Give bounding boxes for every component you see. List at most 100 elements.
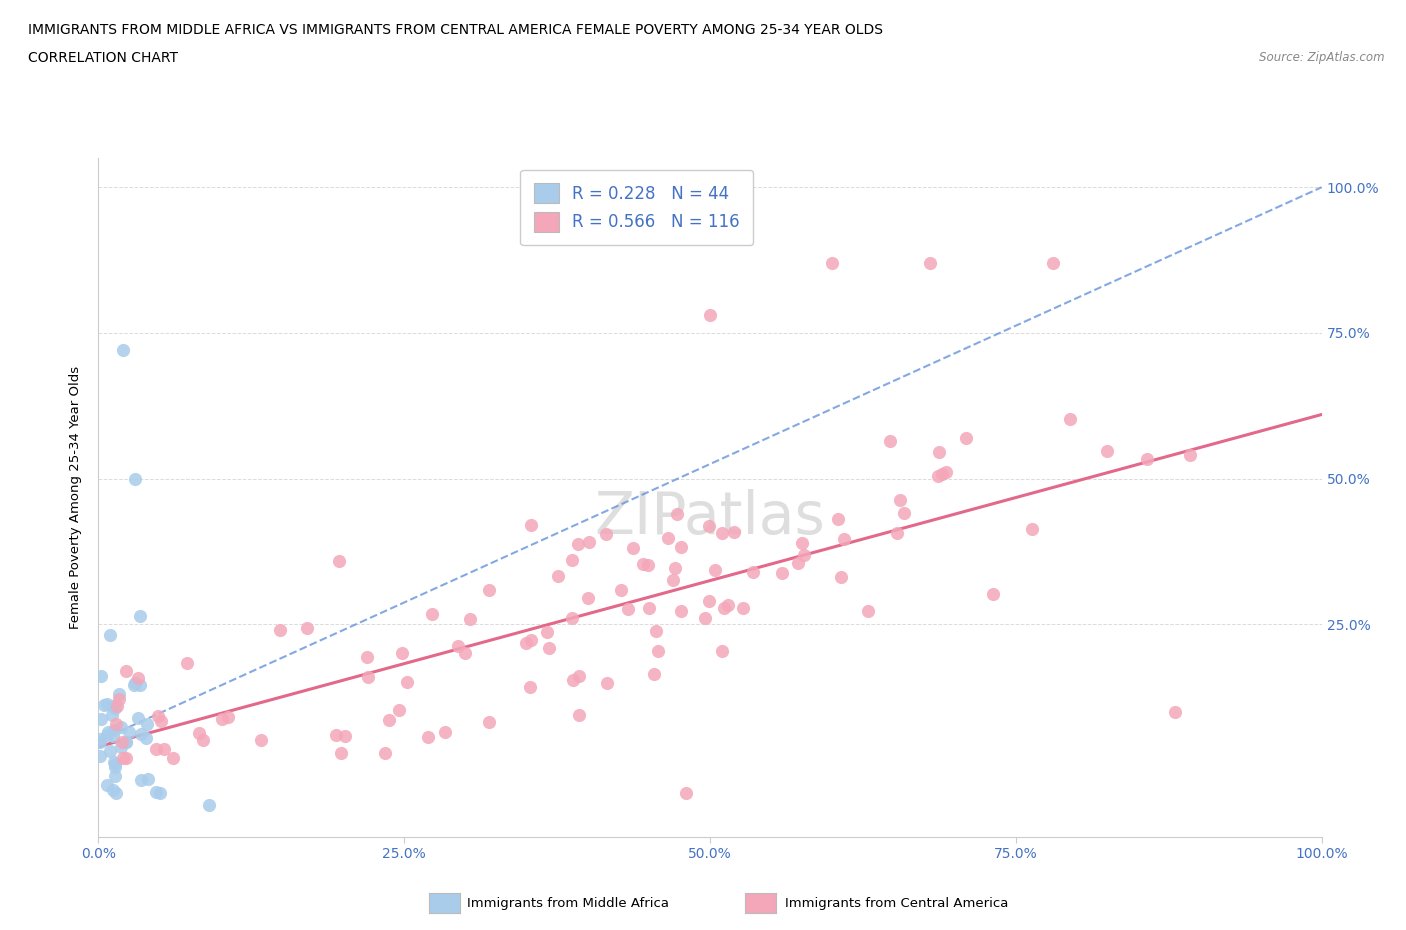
Point xyxy=(115,664,138,679)
Point xyxy=(329,745,352,760)
Point xyxy=(104,700,127,715)
Point xyxy=(666,507,689,522)
Point xyxy=(115,735,138,750)
Point xyxy=(1164,704,1187,719)
Point xyxy=(89,749,111,764)
Point xyxy=(90,711,112,726)
Point xyxy=(149,713,172,728)
Legend: R = 0.228   N = 44, R = 0.566   N = 116: R = 0.228 N = 44, R = 0.566 N = 116 xyxy=(520,170,754,246)
Point xyxy=(821,256,844,271)
Y-axis label: Female Poverty Among 25-34 Year Olds: Female Poverty Among 25-34 Year Olds xyxy=(69,366,83,629)
Point xyxy=(561,553,583,568)
Point xyxy=(928,445,950,459)
Point xyxy=(662,573,685,588)
Point xyxy=(110,740,132,755)
Point xyxy=(374,745,396,760)
Point xyxy=(561,611,583,626)
Point xyxy=(1178,447,1201,462)
Point xyxy=(578,534,600,549)
Point xyxy=(568,708,591,723)
Point xyxy=(621,540,644,555)
Point xyxy=(695,610,717,625)
Point xyxy=(935,465,957,480)
Point xyxy=(617,602,640,617)
Point xyxy=(770,565,793,580)
Point xyxy=(711,644,734,658)
Point xyxy=(357,670,380,684)
Point xyxy=(388,702,411,717)
Point xyxy=(1136,452,1159,467)
Point xyxy=(127,711,149,725)
Point xyxy=(547,569,569,584)
Point xyxy=(664,561,686,576)
Point xyxy=(711,525,734,540)
Point xyxy=(1021,522,1043,537)
Point xyxy=(578,591,600,605)
Point xyxy=(124,675,146,690)
Point xyxy=(111,735,134,750)
Point xyxy=(955,430,977,445)
Point xyxy=(886,525,908,540)
Point xyxy=(447,639,470,654)
Point xyxy=(89,735,111,750)
Point xyxy=(454,645,477,660)
Point xyxy=(742,565,765,579)
Point xyxy=(520,632,543,647)
Point xyxy=(596,675,619,690)
Point xyxy=(697,519,720,534)
Point xyxy=(458,611,481,626)
Point xyxy=(671,604,693,618)
Point xyxy=(128,678,150,693)
Point xyxy=(129,609,152,624)
Point xyxy=(879,433,901,448)
Point xyxy=(90,669,112,684)
Point xyxy=(832,532,855,547)
Point xyxy=(110,720,132,735)
Point xyxy=(396,674,419,689)
Point xyxy=(567,537,589,551)
Point xyxy=(93,698,115,712)
Point xyxy=(478,583,501,598)
Point xyxy=(1095,444,1118,458)
Point xyxy=(983,587,1005,602)
Point xyxy=(104,769,127,784)
Point xyxy=(418,729,440,744)
Point xyxy=(108,686,131,701)
Point xyxy=(920,256,942,271)
Point xyxy=(827,512,849,526)
Point xyxy=(124,472,146,486)
Point xyxy=(704,563,727,578)
Point xyxy=(731,601,754,616)
Point xyxy=(643,666,665,681)
Point xyxy=(145,785,167,800)
Point xyxy=(889,493,911,508)
Point xyxy=(96,727,118,742)
Point xyxy=(420,607,443,622)
Point xyxy=(434,724,457,739)
Point xyxy=(520,517,543,532)
Point xyxy=(217,710,239,724)
Point xyxy=(97,724,120,739)
Point xyxy=(519,680,541,695)
Point xyxy=(644,624,666,639)
Point xyxy=(391,645,413,660)
Point xyxy=(538,640,561,655)
Point xyxy=(103,728,125,743)
Point xyxy=(669,539,692,554)
Point xyxy=(149,786,172,801)
Point xyxy=(713,601,735,616)
Point xyxy=(104,757,127,772)
Point xyxy=(790,535,813,550)
Point xyxy=(117,724,139,739)
Point xyxy=(893,505,915,520)
Point xyxy=(129,726,152,741)
Point xyxy=(101,708,124,723)
Point xyxy=(716,598,738,613)
Point xyxy=(108,691,131,706)
Point xyxy=(136,717,159,732)
Point xyxy=(103,755,125,770)
Text: Source: ZipAtlas.com: Source: ZipAtlas.com xyxy=(1260,51,1385,64)
Point xyxy=(115,751,138,765)
Point xyxy=(333,729,356,744)
Point xyxy=(638,601,661,616)
